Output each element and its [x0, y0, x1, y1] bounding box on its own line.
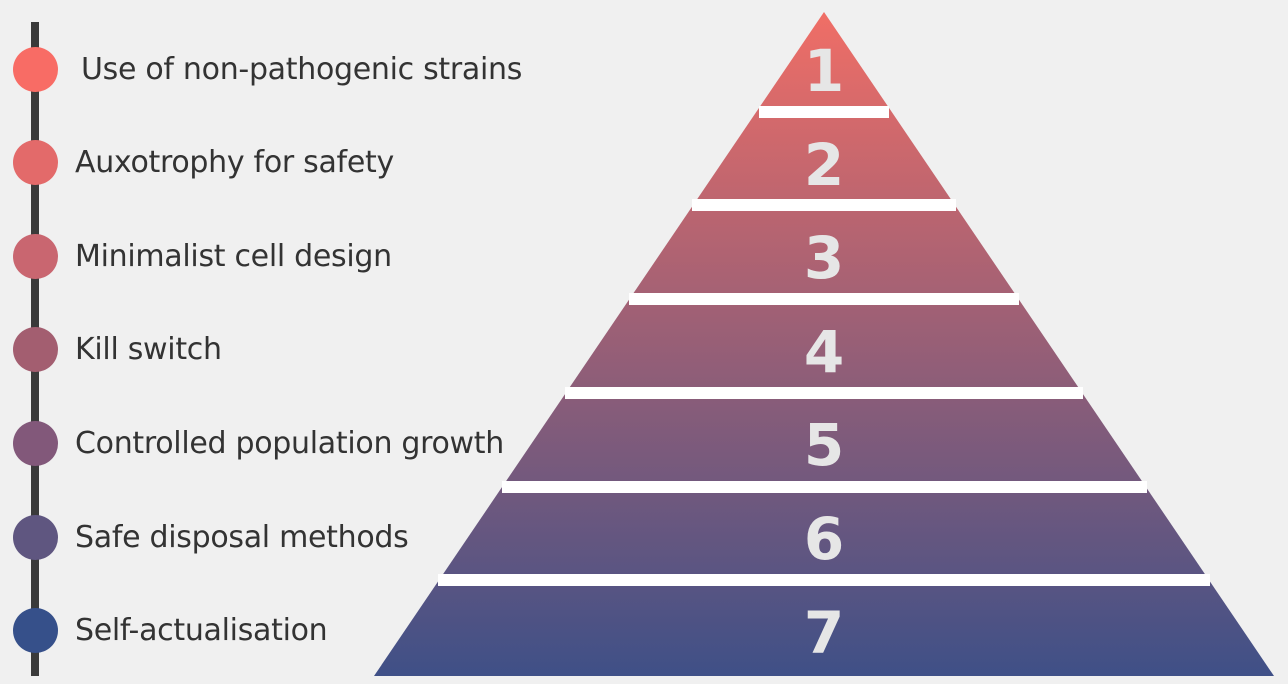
pyramid-number-1: 1 [804, 37, 844, 105]
list-item-1: Use of non-pathogenic strains [0, 40, 560, 100]
list-item-7: Self-actualisation [0, 601, 560, 661]
list-item-5: Controlled population growth [0, 414, 560, 474]
level-7-dot [13, 608, 58, 653]
level-7-label: Self-actualisation [75, 613, 328, 648]
level-5-label: Controlled population growth [75, 426, 504, 461]
pyramid-separator-5 [502, 481, 1147, 493]
level-1-dot [13, 47, 58, 92]
pyramid-separator-1 [759, 106, 889, 118]
pyramid-number-2: 2 [804, 131, 844, 199]
pyramid-shape [374, 12, 1274, 676]
level-4-dot [13, 327, 58, 372]
pyramid-number-5: 5 [804, 411, 844, 479]
list-item-4: Kill switch [0, 320, 560, 380]
level-3-label: Minimalist cell design [75, 239, 392, 274]
list-item-2: Auxotrophy for safety [0, 133, 560, 193]
level-4-label: Kill switch [75, 332, 222, 367]
level-1-label: Use of non-pathogenic strains [81, 52, 523, 87]
list-item-3: Minimalist cell design [0, 227, 560, 287]
pyramid-separator-2 [692, 199, 956, 211]
level-5-dot [13, 421, 58, 466]
pyramid-separator-4 [565, 387, 1083, 399]
level-2-label: Auxotrophy for safety [75, 145, 394, 180]
level-3-dot [13, 234, 58, 279]
level-6-dot [13, 515, 58, 560]
pyramid-separator-6 [438, 574, 1210, 586]
pyramid-number-7: 7 [804, 599, 844, 667]
pyramid-number-6: 6 [804, 505, 844, 573]
level-6-label: Safe disposal methods [75, 520, 409, 555]
level-2-dot [13, 140, 58, 185]
pyramid-number-3: 3 [804, 224, 844, 292]
pyramid-number-4: 4 [804, 318, 844, 386]
pyramid-separator-3 [629, 293, 1019, 305]
list-item-6: Safe disposal methods [0, 508, 560, 568]
